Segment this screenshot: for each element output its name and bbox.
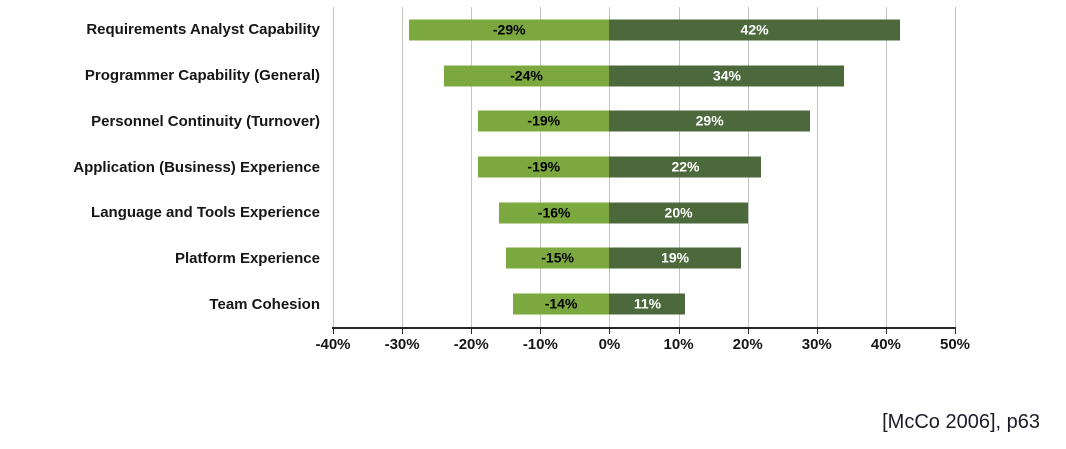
axis-tick (747, 329, 749, 334)
category-label: Programmer Capability (General) (84, 67, 320, 85)
negative-bar-label: -29% (492, 21, 526, 38)
negative-bar: -19% (478, 156, 610, 178)
negative-bar-label: -19% (527, 158, 561, 175)
positive-bar-label: 34% (712, 67, 741, 84)
positive-bar: 22% (609, 156, 762, 178)
x-tick-label: -40% (315, 336, 351, 353)
plot-area: -29% 42% -24% 34% -19% 29% -19% 22% -16% 20% -15% 1… (333, 7, 956, 327)
x-tick-label: 20% (732, 336, 763, 353)
axis-tick (402, 329, 404, 334)
bar-rows: -29% 42% -24% 34% -19% 29% -19% 22% -16% 20% -15% 1… (333, 7, 955, 327)
category-label: Platform Experience (174, 249, 320, 267)
gridline (471, 7, 473, 327)
gridline (333, 7, 334, 327)
citation: [McCo 2006], p63 (882, 411, 1040, 433)
x-tick-label: 40% (870, 336, 901, 353)
negative-bar-label: -14% (544, 295, 578, 312)
x-tick-label: 50% (939, 336, 971, 353)
axis-tick (885, 329, 887, 334)
positive-bar: 34% (609, 65, 845, 87)
positive-bar-label: 20% (664, 204, 693, 221)
negative-bar: -19% (478, 110, 610, 132)
axis-tick (609, 329, 611, 334)
positive-bar: 29% (609, 110, 810, 132)
positive-bar-label: 22% (671, 158, 700, 175)
axis-tick (816, 329, 818, 334)
negative-bar-label: -15% (541, 249, 574, 266)
axis-tick (333, 329, 334, 334)
category-label: Team Cohesion (209, 295, 320, 313)
positive-bar-label: 42% (740, 21, 769, 38)
negative-bar: -15% (505, 247, 610, 269)
axis-tick (678, 329, 680, 334)
bar-row: -24% 34% (333, 53, 955, 99)
negative-bar-label: -16% (537, 204, 571, 221)
gridline (402, 7, 404, 327)
gridline (885, 7, 887, 327)
x-tick-label: -10% (522, 336, 558, 353)
negative-bar: -14% (512, 293, 610, 315)
bar-row: -14% 11% (333, 281, 955, 327)
positive-bar: 19% (609, 247, 741, 269)
gridline (955, 7, 956, 327)
category-label: Application (Business) Experience (73, 158, 320, 176)
bar-row: -29% 42% (333, 7, 955, 53)
negative-bar-label: -19% (527, 112, 561, 129)
x-tick-label: -20% (453, 336, 489, 353)
bar-row: -19% 22% (333, 144, 955, 190)
positive-bar-label: 29% (695, 112, 724, 129)
bar-row: -16% 20% (333, 190, 955, 236)
positive-bar-label: 19% (661, 249, 690, 266)
x-axis-line (332, 327, 956, 329)
gridline (816, 7, 818, 327)
positive-bar-label: 11% (633, 295, 662, 312)
x-tick-label: 0% (598, 336, 621, 353)
axis-tick (540, 329, 542, 334)
positive-bar: 42% (609, 19, 900, 41)
axis-tick (471, 329, 473, 334)
negative-bar: -16% (498, 202, 610, 224)
negative-bar: -29% (409, 19, 610, 41)
x-tick-label: 10% (663, 336, 694, 353)
x-tick-label: -30% (384, 336, 420, 353)
x-tick-label: 30% (801, 336, 832, 353)
positive-bar: 20% (609, 202, 748, 224)
category-label: Personnel Continuity (Turnover) (91, 112, 320, 130)
category-label: Language and Tools Experience (91, 204, 320, 222)
category-label: Requirements Analyst Capability (86, 21, 320, 39)
axis-tick (955, 329, 956, 334)
x-axis-labels: -40% -30% -20% -10% 0% 10% 20% 30% 40% 50% (315, 336, 970, 356)
negative-bar: -24% (443, 65, 610, 87)
bar-row: -15% 19% (333, 236, 955, 282)
positive-bar: 11% (609, 293, 686, 315)
negative-bar-label: -24% (510, 67, 543, 84)
bar-row: -19% 29% (333, 98, 955, 144)
category-axis: Requirements Analyst Capability Programme… (0, 7, 327, 327)
